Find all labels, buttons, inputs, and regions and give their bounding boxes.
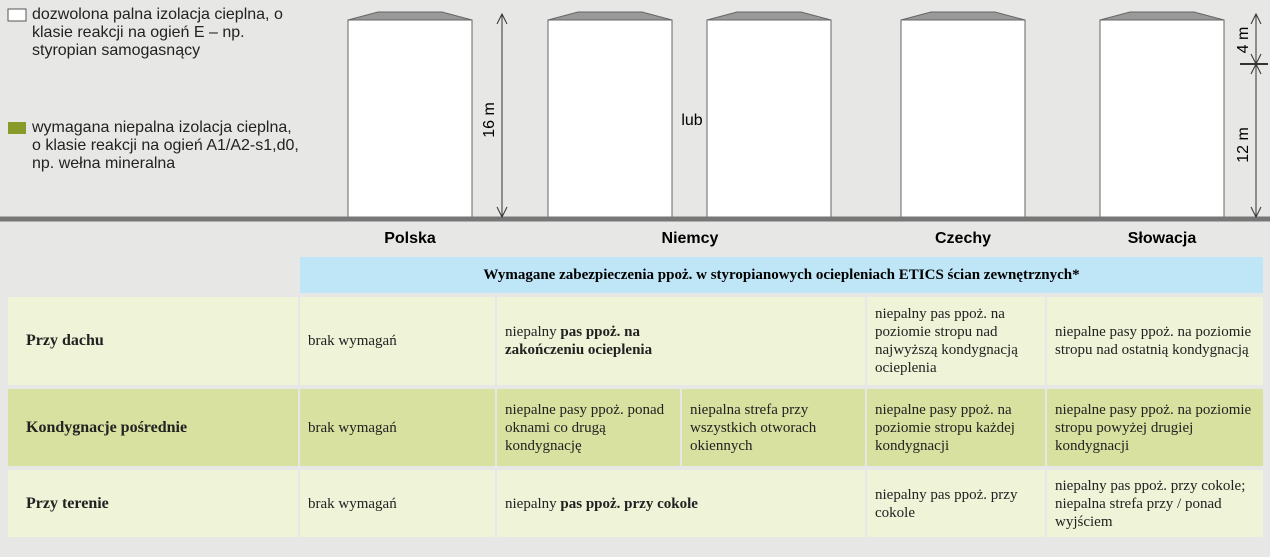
row-label: Przy dachu xyxy=(8,297,298,385)
country: Słowacja xyxy=(1127,230,1197,247)
dim-top: 4 m xyxy=(1235,27,1252,54)
wall xyxy=(706,19,832,218)
dim-lower: 12 m xyxy=(1235,127,1252,163)
dimension-lines xyxy=(496,12,1268,219)
cell: niepalne pasy ppoż. na poziomie stropu n… xyxy=(1047,297,1263,385)
cell: niepalne pasy ppoż. na poziomie stropu k… xyxy=(867,389,1045,466)
cell-bold: pas ppoż. na zakończeniu ocieplenia xyxy=(505,324,653,358)
legend-text: wymagana niepalna izolacja cieplna, o kl… xyxy=(32,119,299,172)
roof xyxy=(1099,11,1225,21)
roof xyxy=(706,11,832,21)
cell-bold: pas ppoż. przy cokole xyxy=(560,495,698,512)
wall xyxy=(900,19,1026,218)
table-header: Wymagane zabezpieczenia ppoż. w styropia… xyxy=(300,257,1263,293)
cell: niepalny pas ppoż. przy cokole xyxy=(497,470,865,537)
cell: niepalna strefa przy wszystkich otworach… xyxy=(682,389,865,466)
wall xyxy=(547,19,673,218)
cell: niepalny pas ppoż. przy cokole; niepalna… xyxy=(1047,470,1263,537)
cell: brak wymagań xyxy=(300,470,495,537)
country: Polska xyxy=(384,230,436,247)
legend-text: dozwolona palna izolacja cieplna, o klas… xyxy=(32,6,283,59)
legend-swatch-niepalna xyxy=(8,122,26,134)
cell: brak wymagań xyxy=(300,297,495,385)
wall xyxy=(347,19,473,218)
buildings: 16 m lub 4 m 12 m xyxy=(0,8,1270,222)
dim-total: 16 m xyxy=(481,102,498,138)
row-label: Kondygnacje pośrednie xyxy=(8,389,298,466)
cell-text: niepalny xyxy=(505,324,557,340)
cell-text: niepalny xyxy=(505,495,557,512)
row-label: Przy terenie xyxy=(8,470,298,537)
wall xyxy=(1099,19,1225,218)
cell: niepalny pas ppoż. przy cokole xyxy=(867,470,1045,537)
dim-or: lub xyxy=(681,112,702,129)
cell: brak wymagań xyxy=(300,389,495,466)
country: Niemcy xyxy=(661,230,719,247)
roof xyxy=(347,11,473,21)
roof xyxy=(547,11,673,21)
legend-swatch-palna xyxy=(7,8,27,22)
roof xyxy=(900,11,1026,21)
country: Czechy xyxy=(934,230,992,247)
cell: niepalny pas ppoż. na zakończeniu ociepl… xyxy=(497,297,865,385)
cell: niepalny pas ppoż. na poziomie stropu na… xyxy=(867,297,1045,385)
cell: niepalne pasy ppoż. ponad oknami co drug… xyxy=(497,389,680,466)
cell: niepalne pasy ppoż. na poziomie stropu p… xyxy=(1047,389,1263,466)
